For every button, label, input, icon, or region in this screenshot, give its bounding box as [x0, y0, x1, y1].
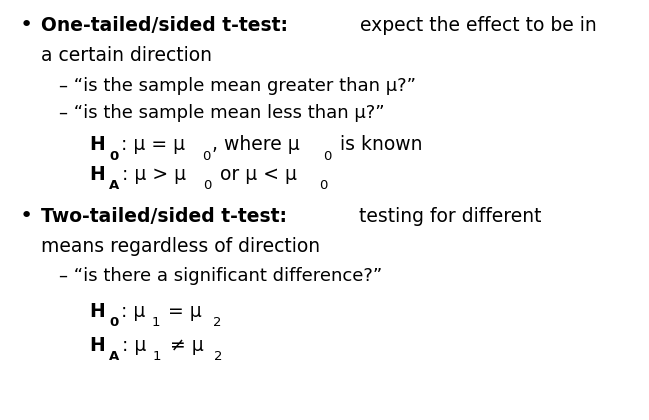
Text: H: H: [89, 135, 105, 154]
Text: A: A: [109, 350, 119, 363]
Text: A: A: [109, 179, 119, 192]
Text: 1: 1: [153, 350, 162, 363]
Text: One-tailed/sided t-test:: One-tailed/sided t-test:: [42, 16, 288, 35]
Text: 0: 0: [323, 150, 332, 163]
Text: testing for different: testing for different: [352, 207, 541, 226]
Text: H: H: [89, 336, 105, 355]
Text: : μ: : μ: [122, 336, 147, 355]
Text: or μ < μ: or μ < μ: [214, 165, 297, 184]
Text: H: H: [89, 165, 105, 184]
Text: 0: 0: [319, 179, 327, 192]
Text: : μ: : μ: [121, 302, 145, 321]
Text: : μ > μ: : μ > μ: [122, 165, 186, 184]
Text: is known: is known: [334, 135, 422, 154]
Text: – “is there a significant difference?”: – “is there a significant difference?”: [58, 267, 382, 285]
Text: – “is the sample mean less than μ?”: – “is the sample mean less than μ?”: [58, 104, 384, 122]
Text: 2: 2: [214, 350, 223, 363]
Text: 0: 0: [203, 179, 212, 192]
Text: 0: 0: [109, 317, 118, 329]
Text: : μ = μ: : μ = μ: [121, 135, 185, 154]
Text: = μ: = μ: [162, 302, 202, 321]
Text: 0: 0: [109, 150, 118, 163]
Text: •: •: [19, 205, 32, 226]
Text: expect the effect to be in: expect the effect to be in: [354, 16, 596, 35]
Text: •: •: [19, 15, 32, 35]
Text: means regardless of direction: means regardless of direction: [42, 236, 321, 256]
Text: 2: 2: [213, 317, 221, 329]
Text: – “is the sample mean greater than μ?”: – “is the sample mean greater than μ?”: [58, 76, 415, 94]
Text: 0: 0: [202, 150, 210, 163]
Text: H: H: [89, 302, 105, 321]
Text: , where μ: , where μ: [212, 135, 300, 154]
Text: 1: 1: [152, 317, 160, 329]
Text: ≠ μ: ≠ μ: [164, 336, 203, 355]
Text: Two-tailed/sided t-test:: Two-tailed/sided t-test:: [42, 207, 288, 226]
Text: a certain direction: a certain direction: [42, 46, 212, 65]
